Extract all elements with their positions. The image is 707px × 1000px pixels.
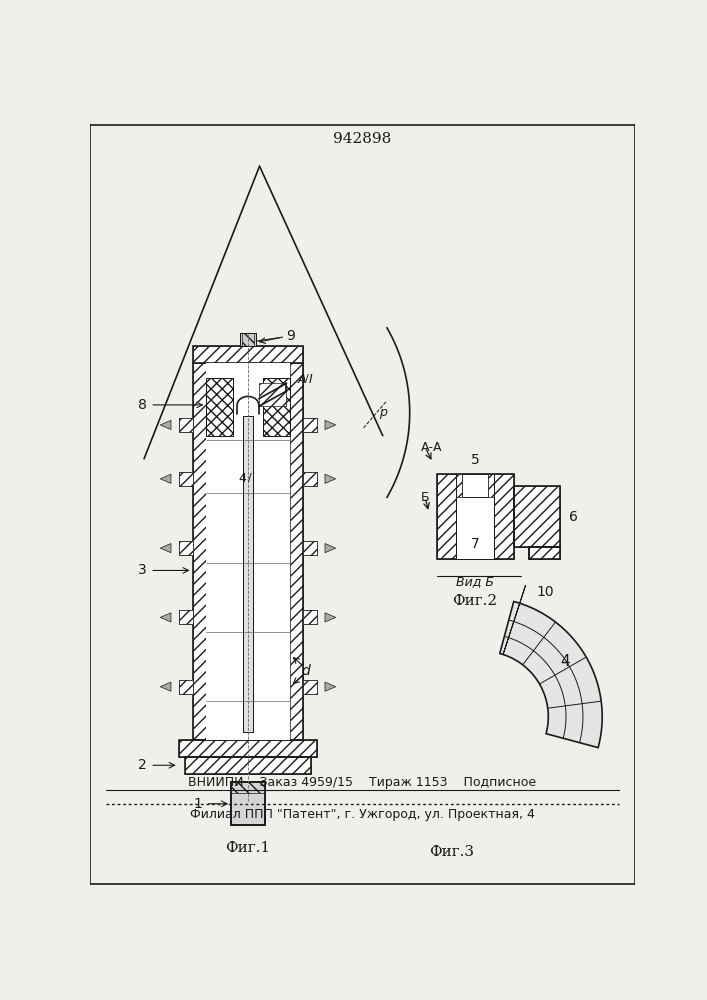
Text: Б: Б xyxy=(421,491,430,504)
Polygon shape xyxy=(325,613,336,622)
Bar xyxy=(529,547,560,559)
Text: Фиг.2: Фиг.2 xyxy=(452,594,498,608)
Polygon shape xyxy=(500,601,602,748)
Bar xyxy=(231,782,265,825)
Bar xyxy=(456,474,462,497)
Bar xyxy=(192,346,303,363)
Bar xyxy=(259,383,286,406)
Bar xyxy=(179,680,192,694)
Text: 4: 4 xyxy=(238,472,246,485)
Bar xyxy=(185,757,311,774)
Bar xyxy=(262,378,290,436)
Text: /: / xyxy=(305,374,309,384)
Text: р: р xyxy=(379,406,387,419)
Bar xyxy=(179,472,192,486)
Bar xyxy=(437,474,514,559)
Text: ВНИИПИ    Заказ 4959/15    Тираж 1153    Подписное: ВНИИПИ Заказ 4959/15 Тираж 1153 Подписно… xyxy=(188,776,536,789)
Bar xyxy=(240,333,256,346)
Bar xyxy=(192,363,206,740)
Bar xyxy=(243,416,253,732)
Polygon shape xyxy=(325,420,336,430)
Polygon shape xyxy=(160,474,171,483)
Text: 2: 2 xyxy=(138,758,147,772)
Text: /: / xyxy=(248,473,252,483)
Bar xyxy=(437,474,514,559)
Bar xyxy=(185,757,311,774)
Text: 1: 1 xyxy=(194,797,202,811)
Bar xyxy=(303,680,317,694)
Polygon shape xyxy=(503,585,526,655)
Polygon shape xyxy=(303,610,317,624)
Text: I: I xyxy=(309,373,312,386)
Bar xyxy=(456,474,494,559)
Polygon shape xyxy=(179,680,192,694)
Polygon shape xyxy=(325,474,336,483)
Polygon shape xyxy=(179,418,192,432)
Bar xyxy=(231,782,265,793)
Text: 9: 9 xyxy=(286,329,295,343)
Text: Филиал ППП "Патент", г. Ужгород, ул. Проектная, 4: Филиал ППП "Патент", г. Ужгород, ул. Про… xyxy=(189,808,534,821)
Bar xyxy=(179,418,192,432)
Bar xyxy=(303,418,317,432)
Polygon shape xyxy=(179,610,192,624)
Text: 7: 7 xyxy=(471,536,479,550)
Bar xyxy=(514,486,560,547)
Polygon shape xyxy=(160,682,171,691)
Bar xyxy=(303,610,317,624)
Text: 942898: 942898 xyxy=(333,132,391,146)
Bar xyxy=(192,346,303,363)
Bar xyxy=(242,333,254,346)
Bar xyxy=(206,378,233,436)
Bar xyxy=(303,541,317,555)
Text: Вид Б: Вид Б xyxy=(456,576,494,588)
Bar xyxy=(192,363,303,740)
Polygon shape xyxy=(179,472,192,486)
Bar xyxy=(179,610,192,624)
Text: А: А xyxy=(298,373,307,386)
Text: 10: 10 xyxy=(537,585,554,599)
Text: Фиг.1: Фиг.1 xyxy=(226,841,271,855)
Polygon shape xyxy=(303,541,317,555)
Bar xyxy=(206,378,233,436)
Polygon shape xyxy=(303,418,317,432)
Polygon shape xyxy=(160,544,171,553)
Bar xyxy=(514,486,560,547)
Text: 5: 5 xyxy=(471,453,479,467)
Bar xyxy=(290,363,303,740)
Bar xyxy=(179,740,317,757)
Bar xyxy=(529,547,560,559)
Bar xyxy=(231,782,265,825)
Polygon shape xyxy=(303,680,317,694)
Bar xyxy=(179,541,192,555)
Polygon shape xyxy=(160,420,171,430)
Polygon shape xyxy=(325,682,336,691)
Bar xyxy=(462,474,489,497)
Text: 6: 6 xyxy=(569,510,578,524)
Text: 3: 3 xyxy=(138,563,147,577)
Bar xyxy=(206,363,290,740)
Text: d: d xyxy=(301,664,310,678)
Bar xyxy=(240,333,256,346)
Bar xyxy=(303,472,317,486)
Polygon shape xyxy=(179,541,192,555)
Bar xyxy=(489,474,494,497)
Bar xyxy=(529,547,560,559)
Text: Фиг.3: Фиг.3 xyxy=(430,844,474,858)
Polygon shape xyxy=(160,613,171,622)
Polygon shape xyxy=(325,544,336,553)
Bar xyxy=(179,740,317,757)
Polygon shape xyxy=(303,472,317,486)
Text: А-А: А-А xyxy=(421,441,443,454)
Bar xyxy=(262,378,290,436)
Text: 8: 8 xyxy=(138,398,147,412)
Text: 4: 4 xyxy=(561,654,570,669)
